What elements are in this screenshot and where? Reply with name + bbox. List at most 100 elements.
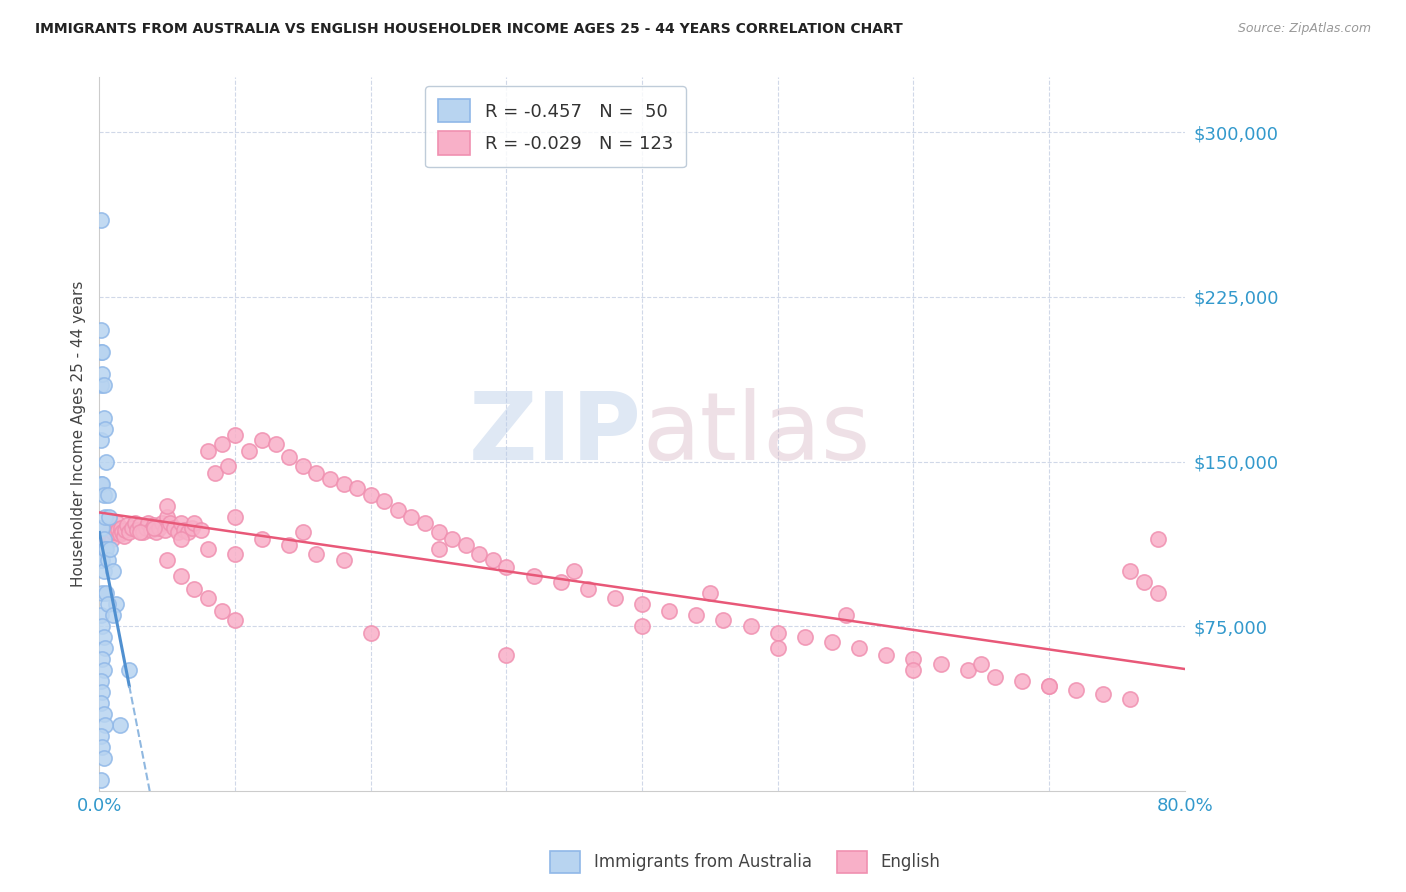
Point	[360, 626, 382, 640]
Point	[94, 509, 117, 524]
Point	[305, 547, 328, 561]
Point	[156, 509, 179, 524]
Legend: R = -0.457   N =  50, R = -0.029   N = 123: R = -0.457 N = 50, R = -0.029 N = 123	[425, 87, 686, 167]
Point	[562, 565, 585, 579]
Point	[159, 516, 181, 530]
Point	[91, 652, 114, 666]
Point	[413, 516, 436, 530]
Point	[91, 367, 114, 381]
Point	[956, 663, 979, 677]
Point	[136, 516, 159, 530]
Point	[180, 520, 202, 534]
Point	[145, 524, 167, 539]
Point	[427, 542, 450, 557]
Point	[1038, 679, 1060, 693]
Text: ZIP: ZIP	[470, 388, 643, 480]
Point	[740, 619, 762, 633]
Point	[93, 538, 115, 552]
Point	[197, 591, 219, 605]
Point	[90, 323, 112, 337]
Y-axis label: Householder Income Ages 25 - 44 years: Householder Income Ages 25 - 44 years	[72, 281, 86, 588]
Point	[118, 524, 141, 539]
Point	[170, 569, 193, 583]
Point	[93, 487, 115, 501]
Point	[156, 553, 179, 567]
Point	[91, 685, 114, 699]
Point	[441, 532, 464, 546]
Point	[224, 509, 246, 524]
Point	[685, 608, 707, 623]
Point	[124, 516, 146, 530]
Point	[135, 520, 157, 534]
Point	[91, 542, 114, 557]
Point	[139, 523, 162, 537]
Point	[90, 213, 112, 227]
Point	[252, 433, 274, 447]
Point	[387, 503, 409, 517]
Point	[97, 527, 120, 541]
Point	[98, 529, 121, 543]
Point	[118, 663, 141, 677]
Point	[224, 547, 246, 561]
Point	[90, 608, 112, 623]
Point	[305, 466, 328, 480]
Point	[848, 641, 870, 656]
Point	[91, 520, 114, 534]
Point	[291, 524, 314, 539]
Point	[176, 524, 198, 539]
Point	[93, 565, 115, 579]
Point	[468, 547, 491, 561]
Point	[90, 553, 112, 567]
Point	[1146, 532, 1168, 546]
Point	[332, 553, 354, 567]
Point	[346, 481, 368, 495]
Point	[264, 437, 287, 451]
Point	[332, 476, 354, 491]
Point	[107, 523, 129, 537]
Text: IMMIGRANTS FROM AUSTRALIA VS ENGLISH HOUSEHOLDER INCOME AGES 25 - 44 YEARS CORRE: IMMIGRANTS FROM AUSTRALIA VS ENGLISH HOU…	[35, 22, 903, 37]
Point	[105, 516, 128, 530]
Point	[603, 591, 626, 605]
Point	[495, 560, 517, 574]
Point	[153, 523, 176, 537]
Point	[132, 524, 155, 539]
Point	[1011, 674, 1033, 689]
Point	[90, 674, 112, 689]
Point	[150, 516, 173, 530]
Point	[96, 532, 118, 546]
Point	[93, 751, 115, 765]
Point	[156, 499, 179, 513]
Point	[111, 524, 134, 539]
Point	[101, 565, 124, 579]
Point	[94, 641, 117, 656]
Point	[142, 520, 165, 534]
Point	[91, 619, 114, 633]
Point	[90, 696, 112, 710]
Point	[94, 542, 117, 557]
Point	[129, 524, 152, 539]
Point	[970, 657, 993, 671]
Point	[631, 598, 654, 612]
Point	[94, 718, 117, 732]
Point	[148, 520, 170, 534]
Point	[170, 532, 193, 546]
Point	[1119, 691, 1142, 706]
Point	[90, 772, 112, 787]
Point	[97, 598, 120, 612]
Point	[163, 520, 186, 534]
Point	[100, 532, 122, 546]
Point	[97, 487, 120, 501]
Point	[834, 608, 856, 623]
Point	[93, 663, 115, 677]
Point	[96, 455, 118, 469]
Point	[112, 529, 135, 543]
Point	[91, 740, 114, 755]
Point	[101, 608, 124, 623]
Point	[91, 553, 114, 567]
Point	[278, 450, 301, 465]
Point	[129, 518, 152, 533]
Point	[211, 437, 233, 451]
Point	[93, 532, 115, 546]
Point	[97, 553, 120, 567]
Point	[93, 630, 115, 644]
